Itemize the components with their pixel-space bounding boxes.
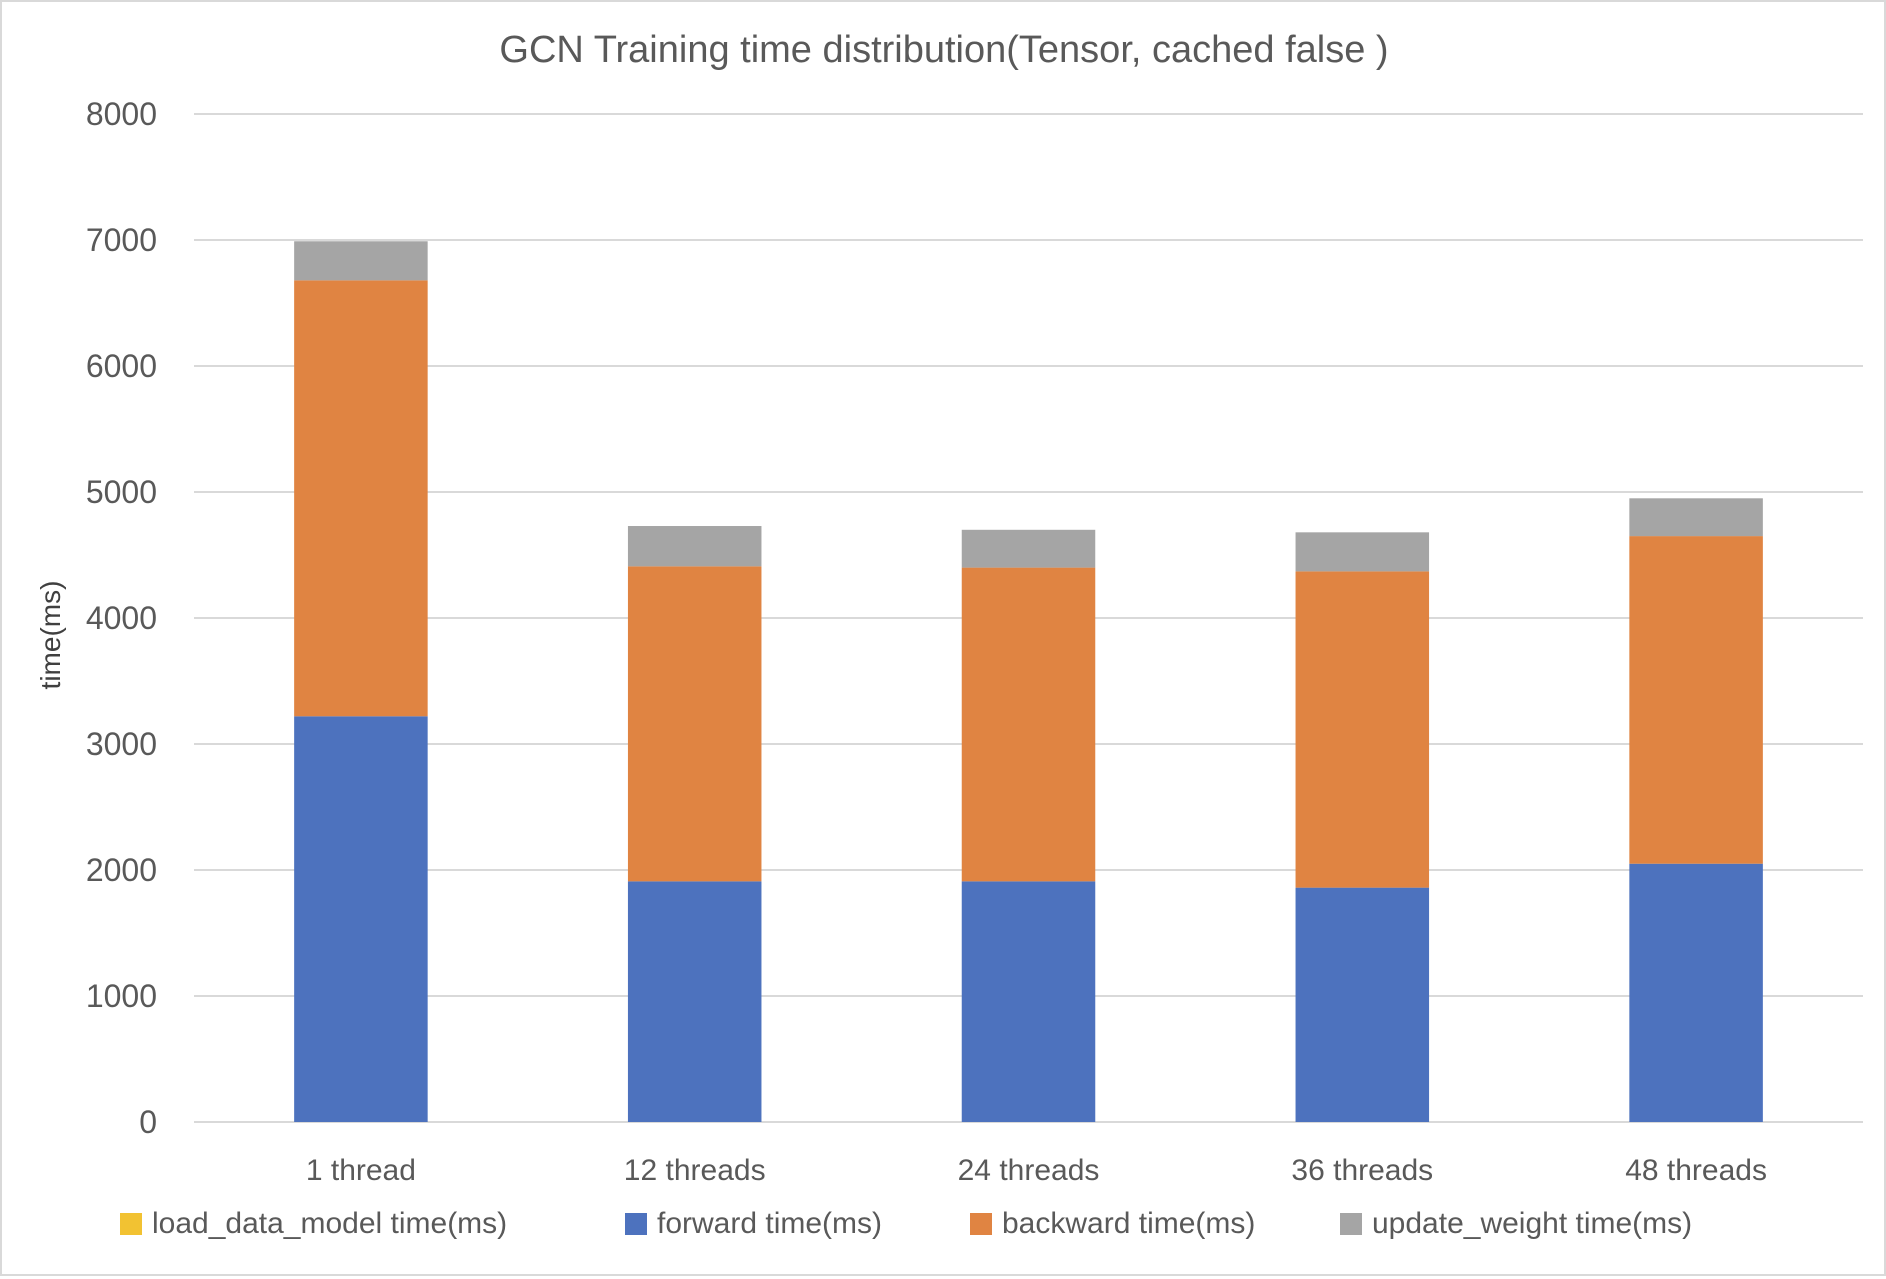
legend-label: backward time(ms) (1002, 1207, 1255, 1240)
legend: load_data_model time(ms) forward time(ms)… (120, 1207, 1692, 1240)
bar-segment (1629, 498, 1763, 537)
legend-item: backward time(ms) (970, 1207, 1255, 1240)
legend-item: forward time(ms) (625, 1207, 882, 1240)
bar-segment (961, 567, 1096, 882)
x-tick-label: 12 threads (624, 1154, 766, 1187)
y-tick-label: 8000 (86, 96, 157, 132)
y-tick-label: 6000 (86, 348, 157, 384)
bars (294, 241, 1763, 1122)
bar-segment (1295, 571, 1430, 888)
bar-segment (961, 881, 1096, 1122)
x-tick-label: 36 threads (1291, 1154, 1433, 1187)
y-axis-label: time(ms) (35, 581, 66, 690)
y-tick-label: 4000 (86, 600, 157, 636)
x-tick-label: 48 threads (1625, 1154, 1767, 1187)
bar-segment (1629, 863, 1763, 1122)
legend-swatch (970, 1213, 992, 1235)
chart-title: GCN Training time distribution(Tensor, c… (499, 29, 1388, 71)
bar-segment (961, 529, 1096, 568)
legend-swatch (625, 1213, 647, 1235)
bar-segment (627, 526, 762, 567)
x-tick-label: 24 threads (958, 1154, 1100, 1187)
legend-label: forward time(ms) (657, 1207, 882, 1240)
y-tick-label: 3000 (86, 726, 157, 762)
bar-segment (294, 241, 428, 281)
bar-segment (1295, 887, 1430, 1122)
legend-label: update_weight time(ms) (1372, 1207, 1692, 1240)
legend-swatch (1340, 1213, 1362, 1235)
legend-swatch (120, 1213, 142, 1235)
bar-segment (627, 566, 762, 882)
bar-segment (1295, 532, 1430, 572)
bar-segment (1629, 536, 1763, 864)
y-tick-label: 1000 (86, 978, 157, 1014)
bar-segment (294, 280, 428, 717)
y-tick-label: 7000 (86, 222, 157, 258)
y-tick-labels: 0 1000 2000 3000 4000 5000 6000 7000 8000 (86, 96, 157, 1140)
bar-segment (294, 716, 428, 1122)
legend-item: load_data_model time(ms) (120, 1207, 507, 1240)
bar-segment (627, 881, 762, 1122)
x-tick-label: 1 thread (306, 1154, 416, 1187)
legend-item: update_weight time(ms) (1340, 1207, 1692, 1240)
x-tick-labels: 1 thread 12 threads 24 threads 36 threads 48… (306, 1154, 1767, 1187)
y-tick-label: 0 (139, 1104, 157, 1140)
y-tick-label: 2000 (86, 852, 157, 888)
y-tick-label: 5000 (86, 474, 157, 510)
legend-label: load_data_model time(ms) (152, 1207, 507, 1240)
